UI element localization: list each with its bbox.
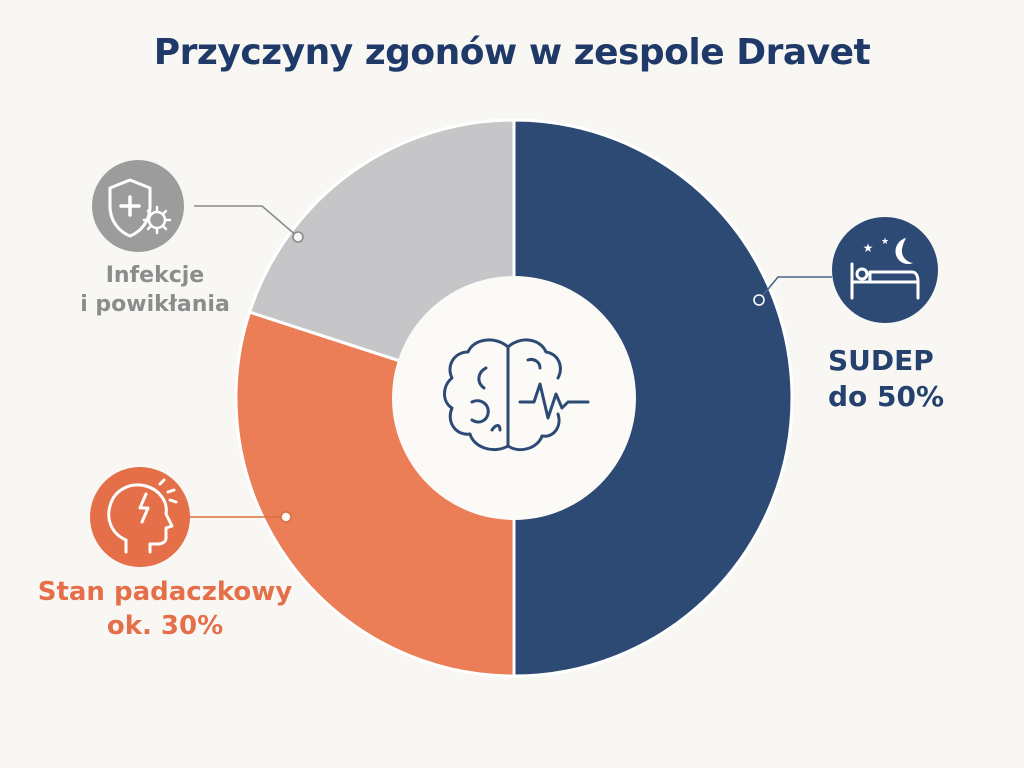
label-infekcje: Infekcje i powikłania [60,262,250,319]
connector-stan [188,511,292,523]
label-sudep: SUDEP do 50% [828,343,968,416]
brain-pulse-icon [443,338,590,452]
label-stan-line2: ok. 30% [106,610,224,641]
svg-text:★: ★ [881,237,889,247]
label-stan-line1: Stan padaczkowy [37,577,293,607]
slice-sudep [512,118,794,678]
chart-title: Przyczyny zgonów w zespole Dravet [153,32,871,73]
bed-night-icon: ★ ★ [832,217,938,323]
label-infekcje-line2: i powikłania [80,291,230,317]
label-sudep-line1: SUDEP [828,344,934,377]
svg-text:★: ★ [863,241,874,255]
connector-infekcje [194,205,304,243]
label-infekcje-line1: Infekcje [105,263,205,288]
head-seizure-icon [90,467,190,567]
label-sudep-line2: do 50% [828,380,945,414]
connector-sudep [753,276,832,306]
label-stan: Stan padaczkowy ok. 30% [20,576,310,644]
donut-hole [392,276,636,520]
shield-virus-icon [92,160,184,252]
